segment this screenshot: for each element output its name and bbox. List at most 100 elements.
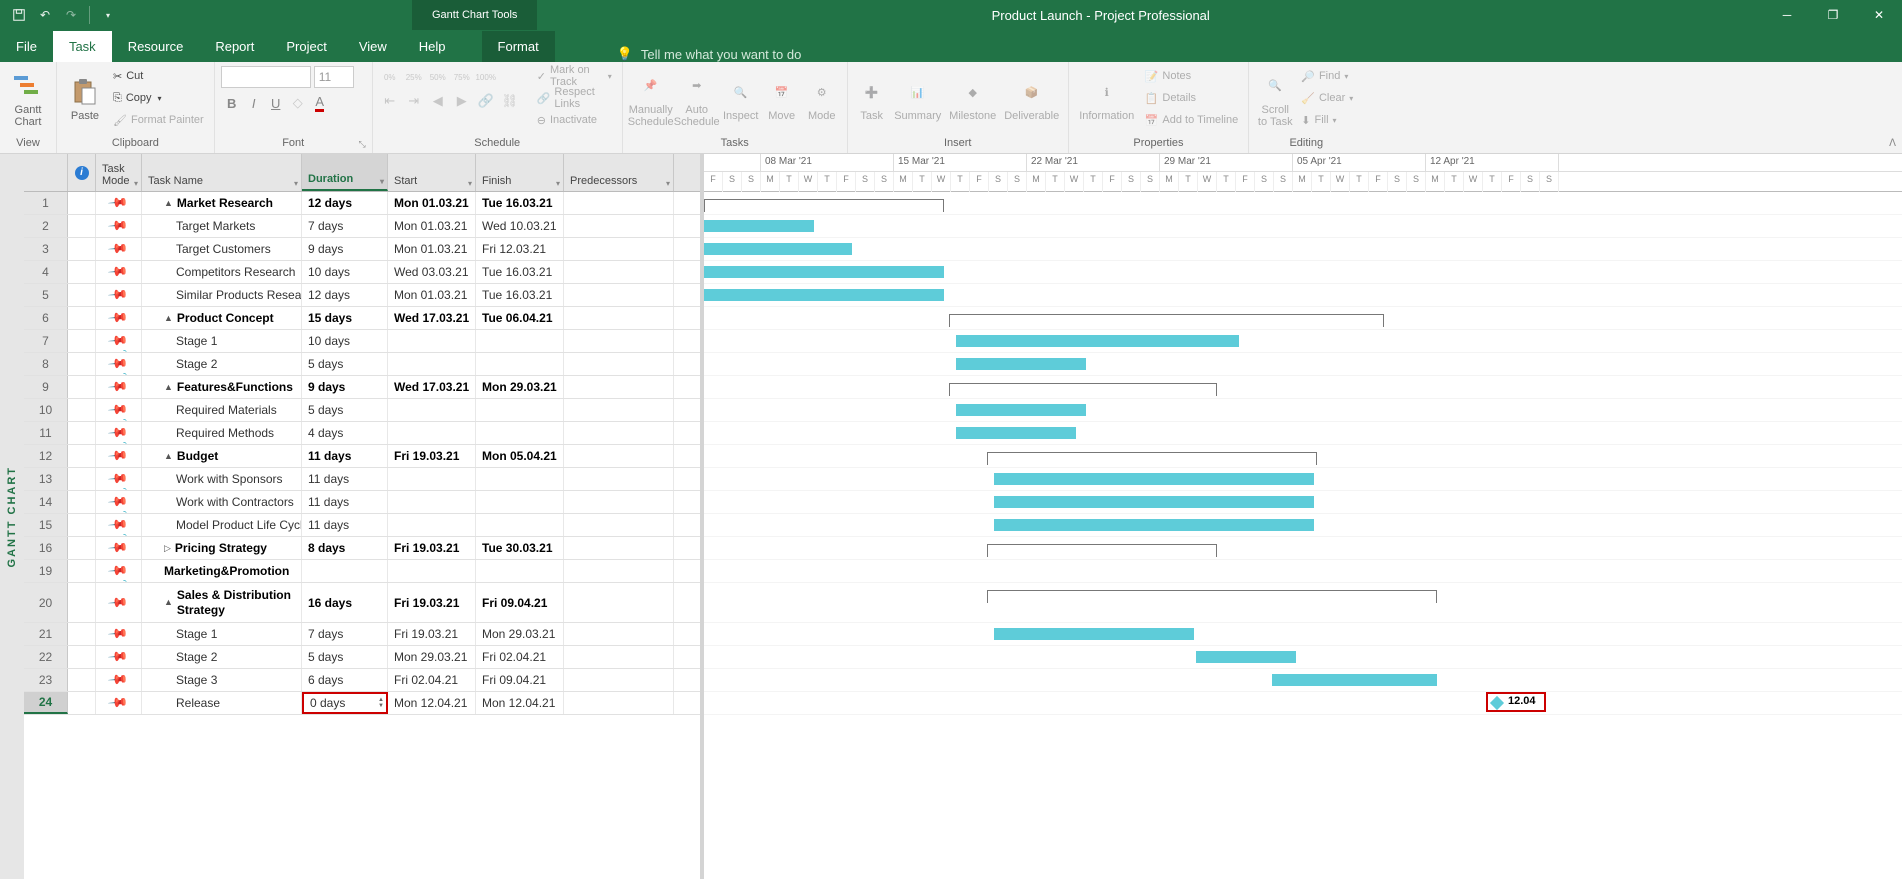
task-row[interactable]: 14📌Work with Contractors11 days [24,491,700,514]
predecessors-cell[interactable] [564,669,674,691]
task-name-cell[interactable]: Required Materials [142,399,302,421]
task-bar[interactable] [704,289,944,301]
outline-toggle-icon[interactable]: ▷ [164,543,171,554]
summary-bar[interactable] [949,314,1384,322]
italic-button[interactable]: I [243,92,265,114]
finish-cell[interactable]: Fri 09.04.21 [476,583,564,622]
task-name-cell[interactable]: Release [142,692,302,714]
start-cell[interactable]: Wed 17.03.21 [388,307,476,329]
start-cell[interactable]: Mon 29.03.21 [388,646,476,668]
start-cell[interactable]: Fri 19.03.21 [388,583,476,622]
task-name-cell[interactable]: Similar Products Research [142,284,302,306]
start-cell[interactable]: Mon 01.03.21 [388,284,476,306]
row-number[interactable]: 19 [24,560,68,582]
task-name-cell[interactable]: Stage 1 [142,623,302,645]
predecessors-cell[interactable] [564,238,674,260]
task-name-cell[interactable]: Required Methods [142,422,302,444]
redo-icon[interactable]: ↷ [60,4,82,26]
duration-cell[interactable]: 5 days [302,399,388,421]
start-cell[interactable]: Fri 02.04.21 [388,669,476,691]
task-mode-cell[interactable]: 📌 [96,330,142,352]
task-bar[interactable] [956,427,1076,439]
task-row[interactable]: 22📌Stage 25 daysMon 29.03.21Fri 02.04.21 [24,646,700,669]
task-row[interactable]: 24📌Release0 days▲▼Mon 12.04.21Mon 12.04.… [24,692,700,715]
tell-me-search[interactable]: 💡 Tell me what you want to do [605,46,814,62]
task-bar[interactable] [994,519,1314,531]
finish-cell[interactable]: Tue 30.03.21 [476,537,564,559]
start-cell[interactable] [388,399,476,421]
gantt-chart-button[interactable]: Gantt Chart [6,66,50,132]
duration-cell[interactable]: 4 days [302,422,388,444]
task-name-cell[interactable]: Marketing&Promotion [142,560,302,582]
task-bar[interactable] [704,266,944,278]
underline-button[interactable]: U [265,92,287,114]
task-mode-cell[interactable]: 📌 [96,491,142,513]
task-bar[interactable] [704,220,814,232]
cut-button[interactable]: ✂Cut [109,66,208,86]
tab-resource[interactable]: Resource [112,31,200,62]
predecessors-cell[interactable] [564,192,674,214]
summary-bar[interactable] [949,383,1217,391]
task-mode-cell[interactable]: 📌 [96,669,142,691]
inactivate-button[interactable]: ⊖Inactivate [533,110,616,130]
finish-cell[interactable]: Fri 02.04.21 [476,646,564,668]
start-cell[interactable] [388,330,476,352]
row-number[interactable]: 10 [24,399,68,421]
row-number[interactable]: 9 [24,376,68,398]
row-number[interactable]: 15 [24,514,68,536]
finish-cell[interactable] [476,399,564,421]
column-header-rownum[interactable] [24,154,68,191]
task-row[interactable]: 7📌Stage 110 days [24,330,700,353]
copy-button[interactable]: ⎘Copy▾ [109,88,208,108]
scroll-to-task-button[interactable]: 🔍Scroll to Task [1255,66,1295,132]
task-mode-cell[interactable]: 📌 [96,399,142,421]
task-row[interactable]: 6📌▲Product Concept15 daysWed 17.03.21Tue… [24,307,700,330]
predecessors-cell[interactable] [564,514,674,536]
duration-cell[interactable] [302,560,388,582]
details-button[interactable]: 📋Details [1141,88,1243,108]
close-icon[interactable]: ✕ [1856,0,1902,30]
task-bar[interactable] [994,628,1194,640]
row-number[interactable]: 5 [24,284,68,306]
mode-button[interactable]: ⚙Mode [803,66,841,132]
task-button[interactable]: ➕Task [854,66,890,132]
column-header-indicators[interactable]: i [68,154,96,191]
font-color-button[interactable]: A [309,92,331,114]
predecessors-cell[interactable] [564,284,674,306]
row-number[interactable]: 16 [24,537,68,559]
tab-help[interactable]: Help [403,31,462,62]
duration-cell[interactable]: 11 days [302,514,388,536]
task-name-cell[interactable]: ▲Sales & Distribution Strategy [142,583,302,622]
bg-color-button[interactable]: ◇ [287,92,309,114]
inspect-button[interactable]: 🔍Inspect [721,66,761,132]
task-mode-cell[interactable]: 📌 [96,537,142,559]
outline-toggle-icon[interactable]: ▲ [164,451,173,461]
duration-cell[interactable]: 11 days [302,468,388,490]
row-number[interactable]: 24 [24,692,68,714]
start-cell[interactable]: Wed 03.03.21 [388,261,476,283]
outline-toggle-icon[interactable]: ▲ [164,382,173,392]
duration-cell[interactable]: 5 days [302,353,388,375]
row-number[interactable]: 6 [24,307,68,329]
task-mode-cell[interactable]: 📌 [96,376,142,398]
pct-25-icon[interactable]: 25% [403,66,425,88]
manually-schedule-button[interactable]: 📌Manually Schedule [629,66,673,132]
duration-cell[interactable]: 12 days [302,192,388,214]
pct-100-icon[interactable]: 100% [475,66,497,88]
qat-customize-icon[interactable]: ▾ [97,4,119,26]
start-cell[interactable]: Fri 19.03.21 [388,623,476,645]
task-mode-cell[interactable]: 📌 [96,514,142,536]
link-icon[interactable]: 🔗 [475,90,497,112]
finish-cell[interactable] [476,422,564,444]
task-name-cell[interactable]: Target Customers [142,238,302,260]
row-number[interactable]: 4 [24,261,68,283]
outline-toggle-icon[interactable]: ▲ [164,313,173,323]
duration-cell[interactable]: 10 days [302,261,388,283]
start-cell[interactable] [388,353,476,375]
task-name-cell[interactable]: Stage 3 [142,669,302,691]
task-row[interactable]: 9📌▲Features&Functions9 daysWed 17.03.21M… [24,376,700,399]
move-left-icon[interactable]: ◀ [427,90,449,112]
row-number[interactable]: 8 [24,353,68,375]
minimize-icon[interactable]: ─ [1764,0,1810,30]
finish-cell[interactable] [476,353,564,375]
